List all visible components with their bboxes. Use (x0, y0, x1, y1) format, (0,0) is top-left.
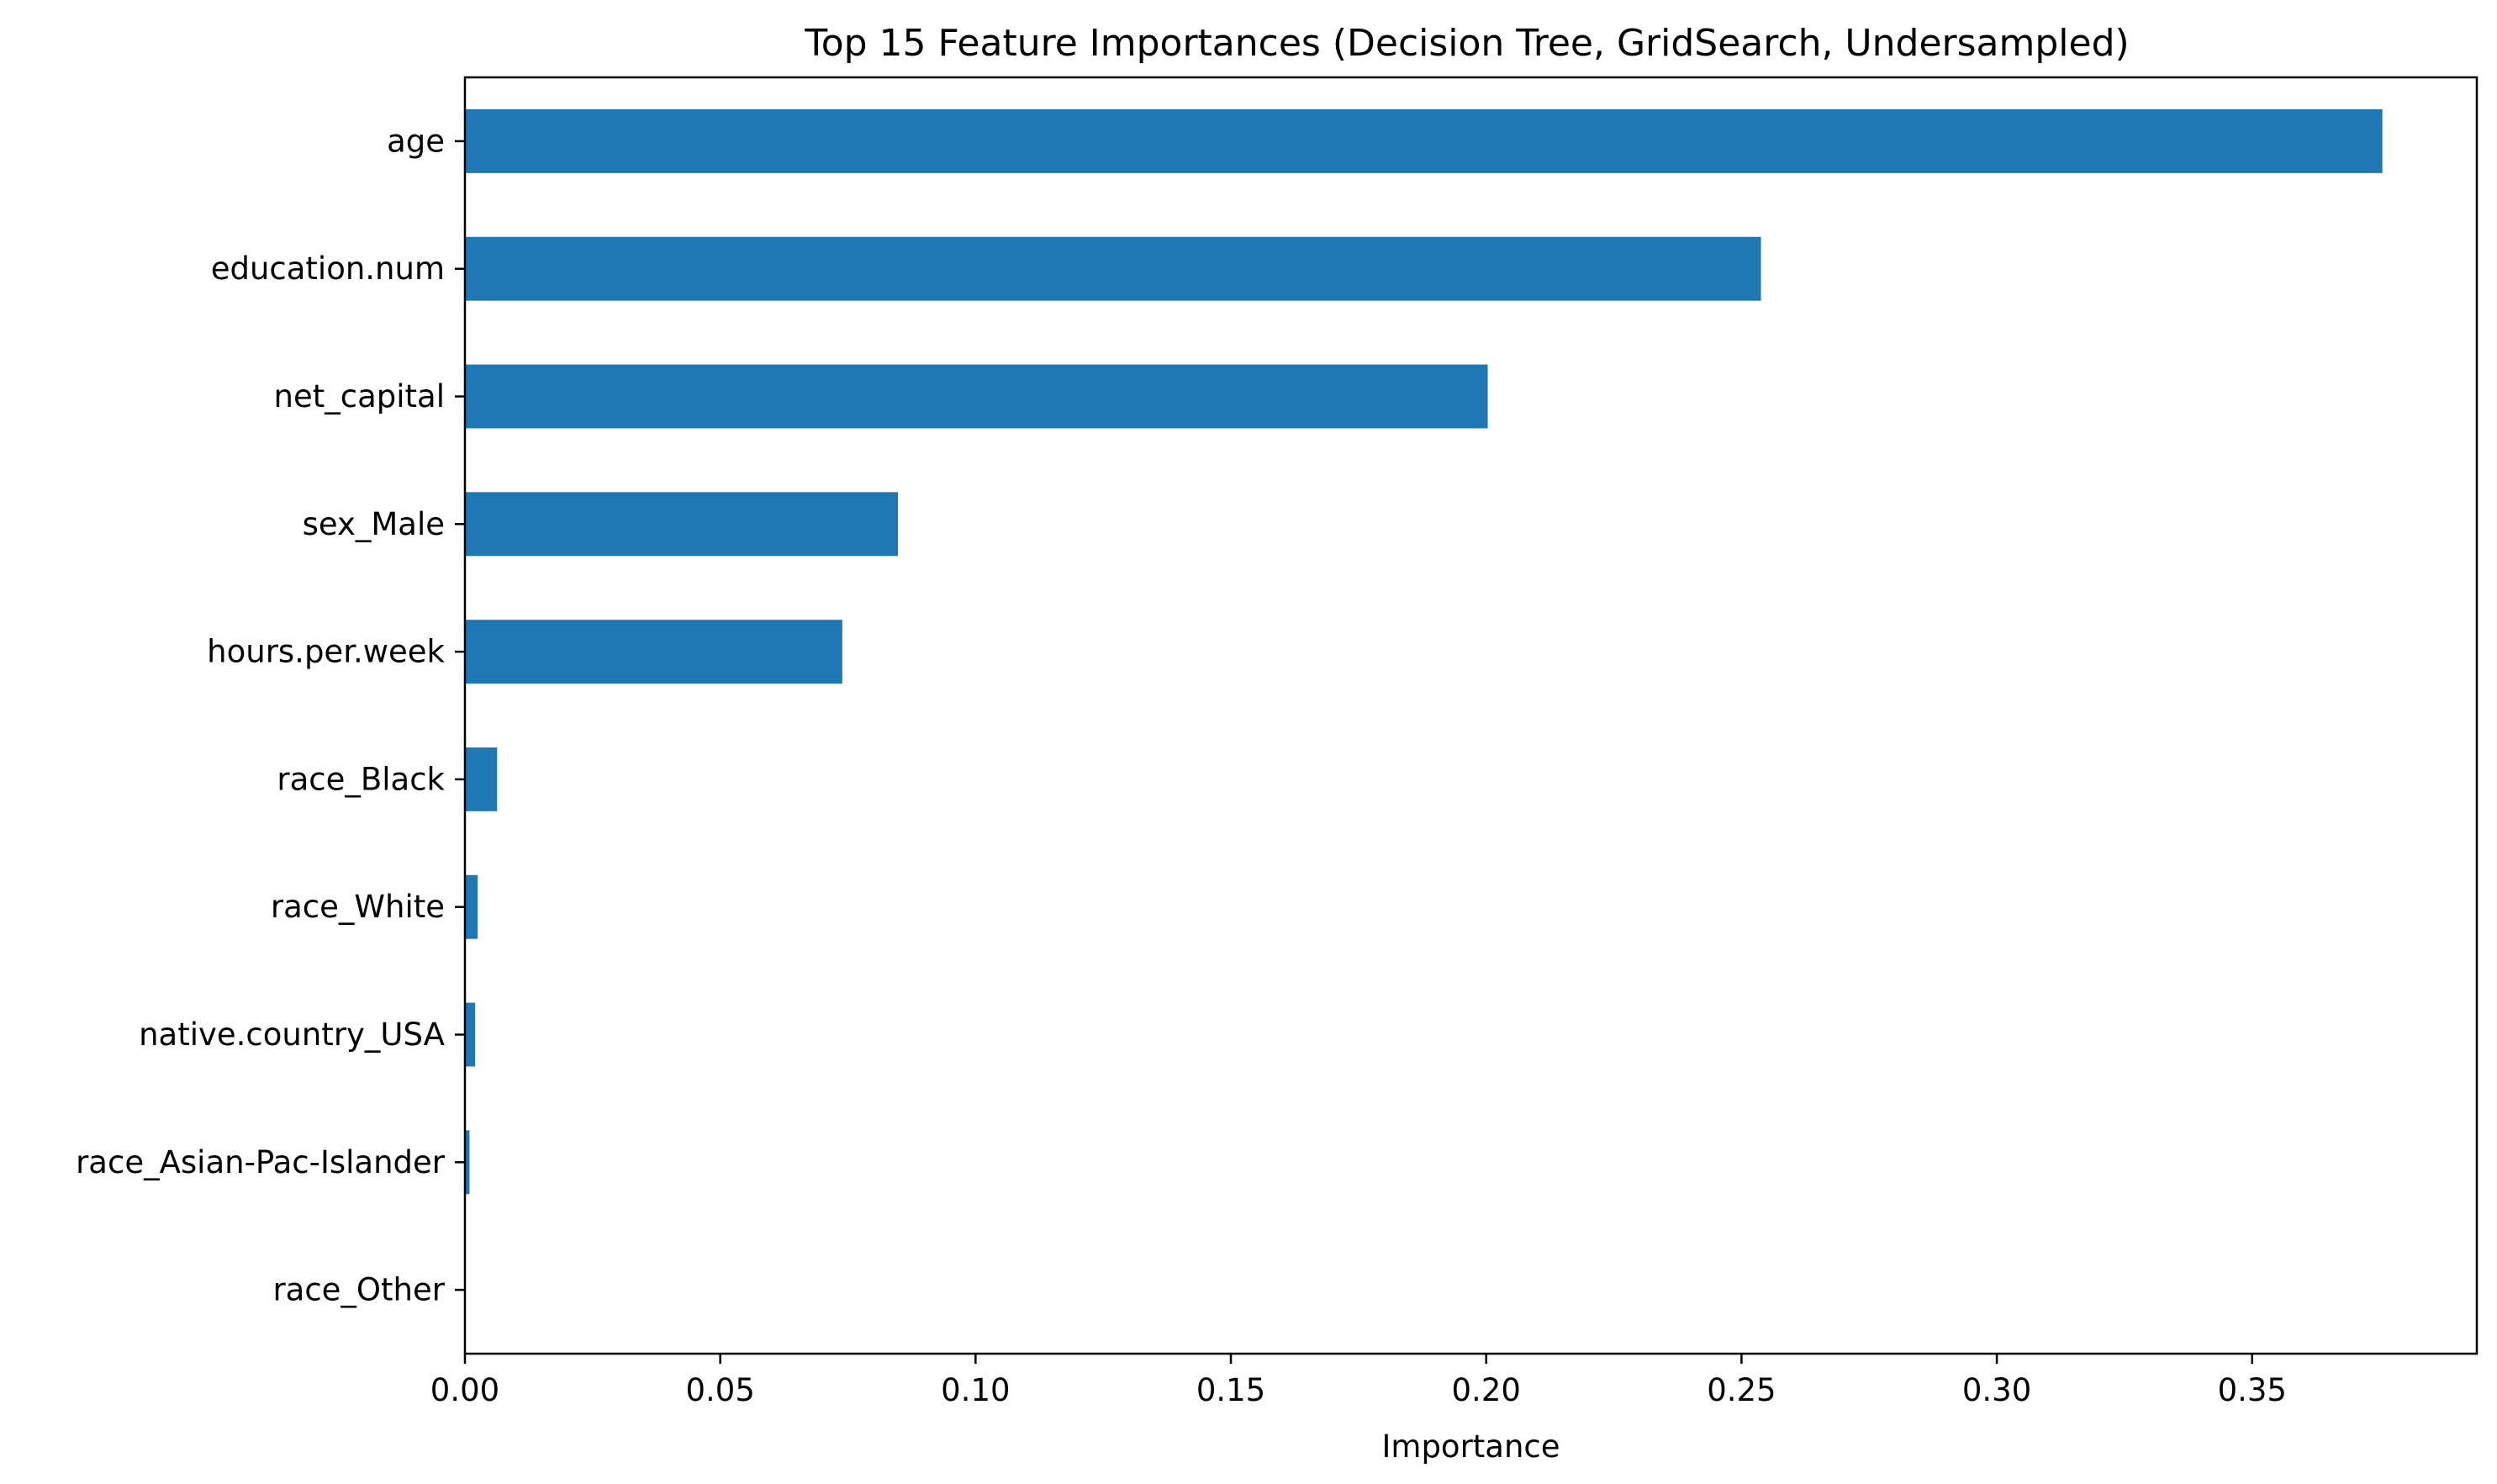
bar-native.country_USA (465, 1002, 476, 1067)
bar-race_Asian-Pac-Islander (465, 1130, 470, 1195)
y-tick-label: hours.per.week (207, 634, 445, 670)
bar-hours.per.week (465, 620, 842, 684)
bar-race_Black (465, 747, 498, 811)
bar-net_capital (465, 364, 1488, 429)
x-axis-label: Importance (1381, 1429, 1560, 1465)
y-tick-label: sex_Male (303, 506, 445, 542)
y-tick-label: age (387, 123, 445, 159)
x-tick-label: 0.15 (1196, 1372, 1265, 1408)
chart-title: Top 15 Feature Importances (Decision Tre… (804, 22, 2129, 65)
y-tick-label: education.num (211, 251, 445, 287)
x-tick-label: 0.30 (1962, 1372, 2031, 1408)
bar-education.num (465, 236, 1761, 301)
bar-race_White (465, 874, 478, 939)
x-tick-label: 0.35 (2218, 1372, 2287, 1408)
y-tick-label: net_capital (274, 378, 445, 415)
y-tick-label: race_Other (272, 1272, 445, 1308)
y-tick-label: race_Black (277, 761, 445, 797)
y-tick-label: native.country_USA (139, 1017, 445, 1053)
plot-frame (463, 76, 2479, 1355)
x-tick-label: 0.20 (1452, 1372, 1521, 1408)
y-axis: age education.num net_capital sex_Malehours… (76, 123, 465, 1308)
bars-layer (465, 108, 2383, 1195)
x-tick-label: 0.05 (685, 1372, 754, 1408)
x-tick-label: 0.10 (941, 1372, 1010, 1408)
bar-age (465, 108, 2383, 173)
y-tick-label: race_White (271, 889, 445, 925)
x-tick-label: 0.25 (1707, 1372, 1776, 1408)
x-tick-label: 0.00 (430, 1372, 499, 1408)
x-axis: 0.00 0.05 0.10 0.15 0.20 0.25 0.30 0.35 (430, 1354, 2287, 1408)
bar-sex_Male (465, 492, 899, 557)
y-tick-label: race_Asian-Pac-Islander (76, 1144, 446, 1180)
